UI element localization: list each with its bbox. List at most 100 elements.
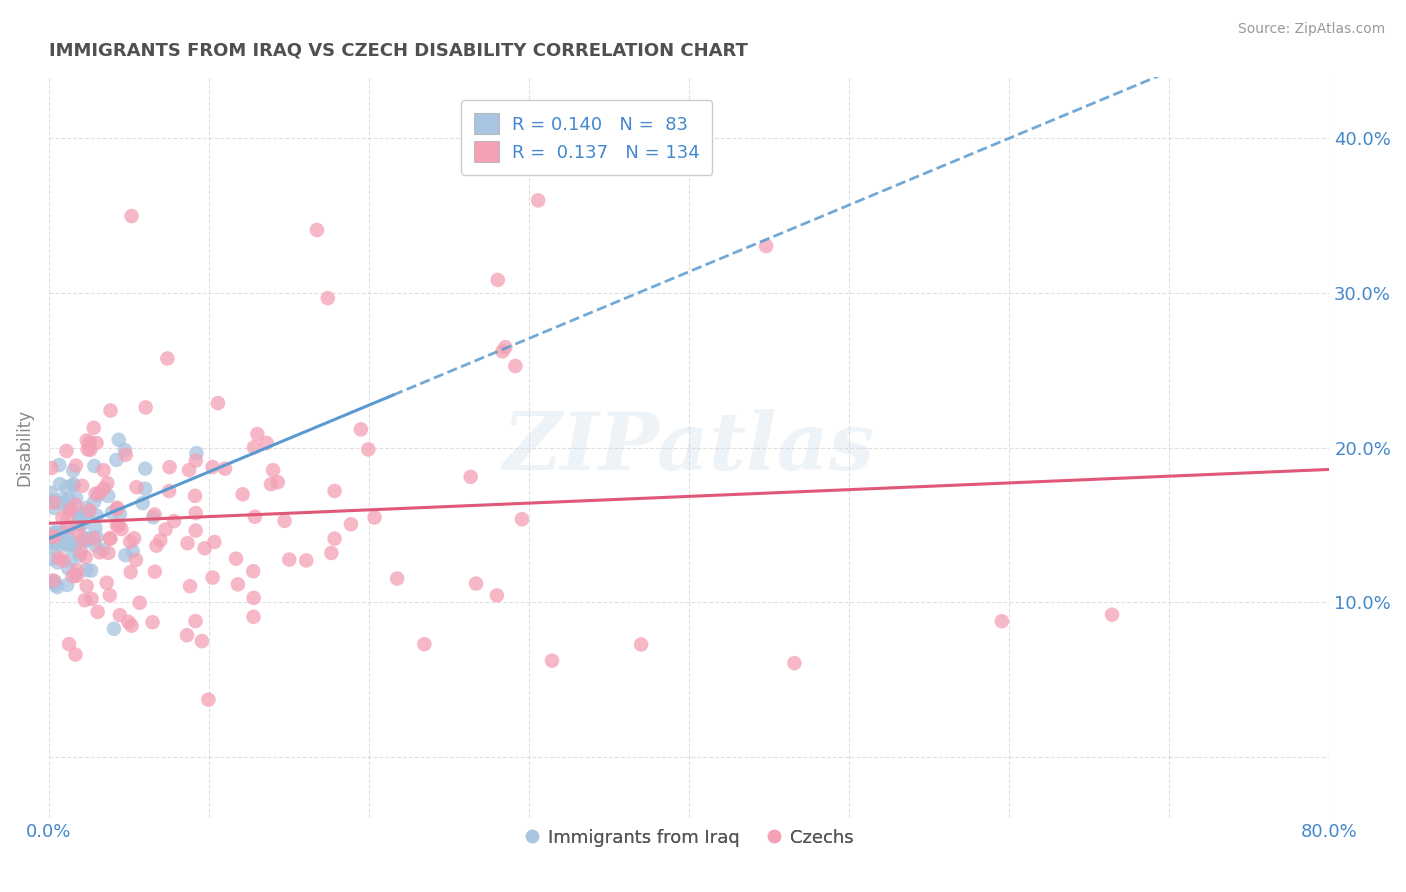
Point [55,444,77,458]
Point [97,489,120,503]
Point [42,493,65,508]
Point [125,480,148,494]
Point [46,556,69,570]
Point [323,483,346,498]
Point [191,634,214,648]
Point [56,537,79,551]
Y-axis label: Disability: Disability [15,409,32,486]
Point [58,500,80,515]
Point [485,588,508,602]
Point [70,545,93,559]
Point [59,503,82,517]
Point [184,506,207,520]
Point [58,528,80,542]
Point [86,530,108,544]
Point [65,498,87,512]
Point [75,550,97,565]
Point [39,529,62,543]
Point [486,273,509,287]
Point [62,477,84,491]
Point [305,223,328,237]
Point [44,578,66,592]
Point [201,571,224,585]
Point [93,482,115,496]
Point [44,530,66,544]
Point [56,520,79,534]
Point [176,536,198,550]
Point [41,574,63,589]
Point [121,544,143,558]
Point [63,539,86,553]
Point [114,548,136,562]
Point [262,463,284,477]
Point [55,520,77,534]
Point [494,340,516,354]
Point [316,291,339,305]
Point [72,533,94,547]
Point [58,561,80,575]
Point [83,495,105,509]
Point [45,533,67,548]
Point [39,495,62,509]
Point [62,464,84,478]
Point [242,610,264,624]
Point [110,522,132,536]
Point [120,534,142,549]
Point [541,654,564,668]
Point [527,194,550,208]
Point [49,532,72,546]
Point [55,480,77,494]
Point [184,489,207,503]
Point [69,549,91,563]
Point [59,553,82,567]
Point [83,458,105,473]
Point [108,608,131,623]
Point [52,554,75,568]
Point [114,448,136,462]
Point [49,477,72,491]
Point [214,461,236,475]
Point [510,512,533,526]
Point [243,440,266,454]
Point [76,442,98,457]
Point [42,496,65,510]
Point [77,531,100,545]
Point [56,509,79,524]
Point [39,486,62,500]
Point [65,458,87,473]
Point [363,510,385,524]
Point [107,518,129,533]
Point [76,579,98,593]
Point [340,517,363,532]
Point [103,622,125,636]
Point [350,422,373,436]
Point [75,532,97,546]
Point [101,505,124,519]
Point [44,537,66,551]
Point [41,526,63,541]
Point [131,496,153,510]
Point [51,511,73,525]
Point [134,482,156,496]
Point [44,501,66,516]
Point [70,479,93,493]
Point [323,532,346,546]
Point [783,656,806,670]
Point [295,553,318,567]
Point [80,564,103,578]
Point [58,492,80,507]
Point [45,525,67,540]
Point [177,463,200,477]
Point [491,344,513,359]
Point [46,534,69,549]
Point [142,510,165,524]
Point [44,574,66,589]
Point [52,491,75,506]
Point [122,532,145,546]
Point [42,533,65,547]
Point [184,524,207,538]
Point [184,453,207,467]
Point [83,532,105,546]
Point [62,478,84,492]
Point [201,460,224,475]
